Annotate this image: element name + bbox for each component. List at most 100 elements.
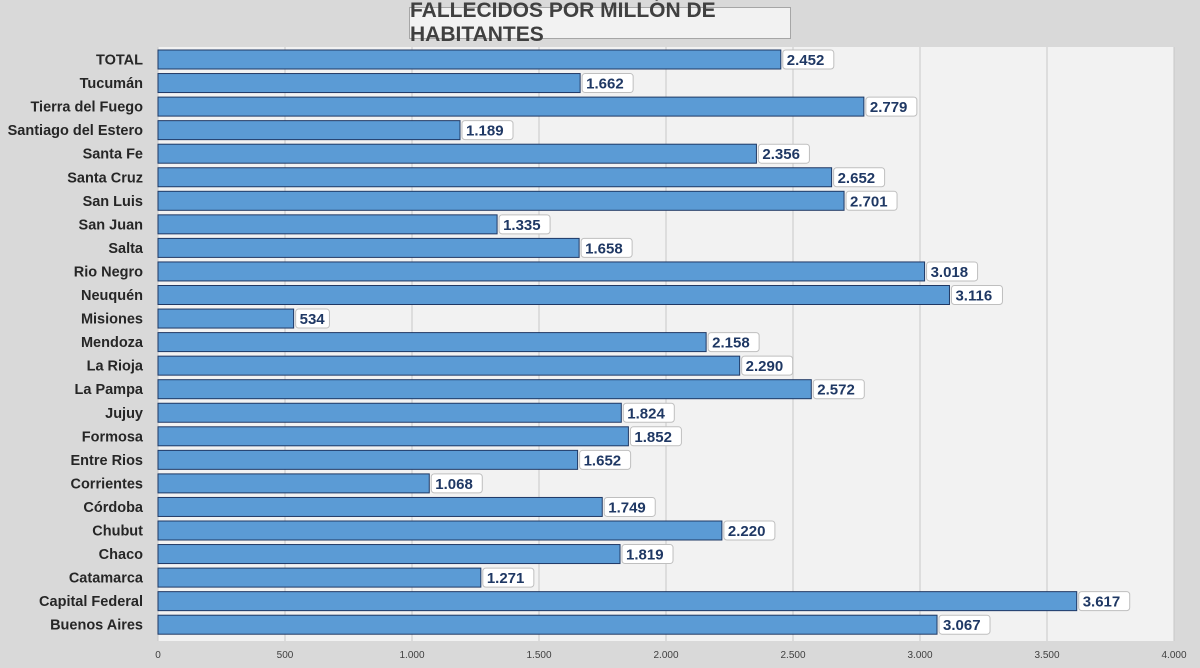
bar: [157, 49, 782, 70]
value-label-box: [757, 143, 810, 164]
value-label: 2.652: [838, 170, 876, 187]
x-tick-label: 0: [155, 650, 161, 661]
value-label: 1.824: [627, 405, 665, 422]
x-axis-ticks: 0 500 1.000 1.500 2.000 2.500 3.000 3.500 4.000: [155, 650, 1187, 661]
value-label-box: [833, 167, 886, 188]
bar: [157, 496, 603, 517]
bar: [157, 308, 295, 329]
bar: [157, 285, 950, 305]
value-label: 1.068: [435, 476, 473, 493]
value-label: 2.452: [787, 52, 825, 69]
category-label: Tucumán: [80, 76, 143, 92]
bar: [157, 544, 621, 565]
value-label-box: [938, 614, 991, 635]
x-tick-label: 1.500: [526, 650, 551, 661]
category-labels: TOTAL Tucumán Tierra del Fuego Santiago del…: [8, 53, 144, 634]
bar: [157, 96, 865, 117]
bar: [157, 261, 926, 282]
value-label: 1.335: [503, 217, 541, 234]
value-label: 3.067: [943, 617, 981, 634]
value-label: 1.662: [586, 76, 624, 93]
category-label: Formosa: [82, 429, 144, 445]
value-label: 1.658: [585, 240, 623, 257]
value-label-box: [579, 449, 632, 470]
value-label: 2.356: [762, 146, 800, 163]
bars: [157, 49, 1078, 635]
category-label: Buenos Aires: [50, 618, 143, 634]
category-label: TOTAL: [96, 53, 143, 69]
value-label-box: [707, 332, 760, 353]
category-label: San Juan: [79, 217, 143, 233]
value-label-box: [622, 402, 675, 423]
category-label: Santa Fe: [83, 147, 143, 163]
value-label: 1.652: [584, 452, 622, 469]
category-label: Mendoza: [81, 335, 144, 351]
bar: [157, 332, 707, 353]
value-label-box: [581, 73, 634, 94]
value-label-box: [812, 379, 865, 400]
value-label: 2.701: [850, 193, 888, 210]
value-label: 2.158: [712, 335, 750, 352]
category-label: Jujuy: [105, 406, 143, 422]
bar: [157, 143, 757, 164]
x-tick-label: 2.000: [653, 650, 678, 661]
category-label: Neuquén: [81, 288, 143, 304]
value-label-box: [482, 567, 535, 588]
category-label: San Luis: [83, 194, 143, 210]
category-label: Tierra del Fuego: [30, 100, 143, 116]
category-label: Capital Federal: [39, 594, 143, 610]
value-label: 2.572: [817, 382, 855, 399]
x-tick-label: 2.500: [780, 650, 805, 661]
bar: [157, 449, 579, 470]
bar: [157, 520, 723, 541]
value-label-box: [603, 496, 656, 517]
x-tick-label: 3.500: [1034, 650, 1059, 661]
bar: [157, 591, 1078, 612]
category-label: Córdoba: [83, 500, 144, 516]
value-label-box: [865, 96, 918, 117]
category-label: Salta: [108, 241, 144, 257]
bar: [157, 214, 498, 235]
value-label: 2.779: [870, 99, 908, 116]
category-label: Misiones: [81, 312, 143, 328]
category-label: Santa Cruz: [67, 170, 143, 186]
value-label-box: [741, 355, 794, 376]
bar: [157, 73, 581, 94]
x-tick-label: 500: [277, 650, 294, 661]
value-label-box: [845, 190, 898, 211]
value-label-box: [1078, 591, 1131, 612]
category-label: Rio Negro: [74, 264, 143, 280]
value-label: 1.819: [626, 547, 664, 564]
x-tick-label: 4.000: [1161, 650, 1186, 661]
value-label: 1.749: [608, 499, 646, 516]
value-label: 1.271: [487, 570, 525, 587]
value-label-box: [461, 120, 514, 141]
bar: [157, 190, 845, 211]
value-label-box: [295, 308, 330, 329]
value-label-box: [723, 520, 776, 541]
value-label: 3.617: [1083, 594, 1121, 611]
value-label-box: [580, 237, 633, 258]
value-label: 1.189: [466, 123, 504, 140]
bar: [157, 379, 812, 400]
x-tick-label: 1.000: [399, 650, 424, 661]
value-label: 534: [300, 311, 326, 328]
value-label-box: [430, 473, 483, 494]
bar: [157, 120, 461, 141]
bar: [157, 167, 833, 188]
value-label: 3.116: [955, 288, 992, 305]
value-label: 3.018: [931, 264, 969, 281]
value-label: 1.852: [634, 429, 672, 446]
bar: [157, 567, 482, 588]
bar: [157, 426, 629, 447]
category-label: La Pampa: [75, 382, 144, 398]
value-labels: 2.452 1.662 2.779 1.189 2.356 2.652 2.701 1.335…: [295, 49, 1131, 635]
x-tick-label: 3.000: [907, 650, 932, 661]
value-label-box: [498, 214, 551, 235]
category-label: Entre Rios: [70, 453, 143, 469]
category-label: Catamarca: [69, 571, 144, 587]
bar: [157, 614, 938, 635]
bar: [157, 402, 622, 423]
